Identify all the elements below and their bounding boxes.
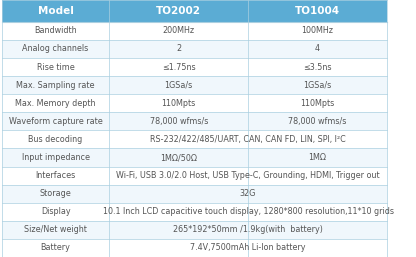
Bar bbox=[2, 94, 386, 112]
Text: TO2002: TO2002 bbox=[156, 6, 201, 16]
Text: 4: 4 bbox=[315, 44, 320, 53]
Bar bbox=[2, 40, 386, 58]
Text: 1GSa/s: 1GSa/s bbox=[165, 81, 193, 90]
Text: ≤3.5ns: ≤3.5ns bbox=[303, 62, 332, 71]
Bar bbox=[2, 58, 386, 76]
Text: Interfaces: Interfaces bbox=[35, 171, 76, 180]
Text: 78,000 wfms/s: 78,000 wfms/s bbox=[288, 117, 347, 126]
Bar bbox=[2, 76, 386, 94]
Bar bbox=[2, 0, 109, 22]
Text: Display: Display bbox=[41, 207, 70, 216]
Text: 1MΩ/50Ω: 1MΩ/50Ω bbox=[160, 153, 197, 162]
Text: 265*192*50mm /1.9kg(with  battery): 265*192*50mm /1.9kg(with battery) bbox=[173, 225, 323, 234]
Text: TO1004: TO1004 bbox=[295, 6, 340, 16]
Text: 7.4V,7500mAh Li-Ion battery: 7.4V,7500mAh Li-Ion battery bbox=[190, 243, 306, 252]
Text: 10.1 Inch LCD capacitive touch display, 1280*800 resolution,11*10 grids: 10.1 Inch LCD capacitive touch display, … bbox=[102, 207, 394, 216]
Text: Rise time: Rise time bbox=[37, 62, 74, 71]
Bar bbox=[2, 221, 386, 239]
Text: Max. Sampling rate: Max. Sampling rate bbox=[16, 81, 95, 90]
Text: Input impedance: Input impedance bbox=[22, 153, 89, 162]
Bar bbox=[2, 185, 386, 203]
Bar bbox=[2, 149, 386, 167]
Text: Wi-Fi, USB 3.0/2.0 Host, USB Type-C, Grounding, HDMI, Trigger out: Wi-Fi, USB 3.0/2.0 Host, USB Type-C, Gro… bbox=[116, 171, 380, 180]
Text: ≤1.75ns: ≤1.75ns bbox=[162, 62, 196, 71]
Text: Analog channels: Analog channels bbox=[22, 44, 89, 53]
Text: 110Mpts: 110Mpts bbox=[162, 99, 196, 108]
Bar bbox=[2, 239, 386, 257]
Text: Bandwidth: Bandwidth bbox=[34, 26, 77, 35]
Text: Battery: Battery bbox=[41, 243, 71, 252]
Text: 1GSa/s: 1GSa/s bbox=[303, 81, 332, 90]
Bar bbox=[2, 167, 386, 185]
Text: 2: 2 bbox=[176, 44, 181, 53]
Text: Storage: Storage bbox=[40, 189, 72, 198]
Text: 32G: 32G bbox=[240, 189, 256, 198]
Bar bbox=[2, 112, 386, 130]
Bar bbox=[248, 0, 386, 22]
Text: Waveform capture rate: Waveform capture rate bbox=[9, 117, 102, 126]
Text: 1MΩ: 1MΩ bbox=[308, 153, 326, 162]
Text: 100MHz: 100MHz bbox=[301, 26, 333, 35]
Text: Size/Net weight: Size/Net weight bbox=[24, 225, 87, 234]
Bar bbox=[2, 203, 386, 221]
Text: Bus decoding: Bus decoding bbox=[28, 135, 83, 144]
Text: Max. Memory depth: Max. Memory depth bbox=[15, 99, 96, 108]
Text: 78,000 wfms/s: 78,000 wfms/s bbox=[150, 117, 208, 126]
Text: RS-232/422/485/UART, CAN, CAN FD, LIN, SPI, I²C: RS-232/422/485/UART, CAN, CAN FD, LIN, S… bbox=[150, 135, 346, 144]
Bar bbox=[2, 130, 386, 149]
Bar bbox=[2, 22, 386, 40]
Text: Model: Model bbox=[38, 6, 74, 16]
Text: 200MHz: 200MHz bbox=[163, 26, 195, 35]
Text: 110Mpts: 110Mpts bbox=[300, 99, 334, 108]
Bar bbox=[109, 0, 248, 22]
